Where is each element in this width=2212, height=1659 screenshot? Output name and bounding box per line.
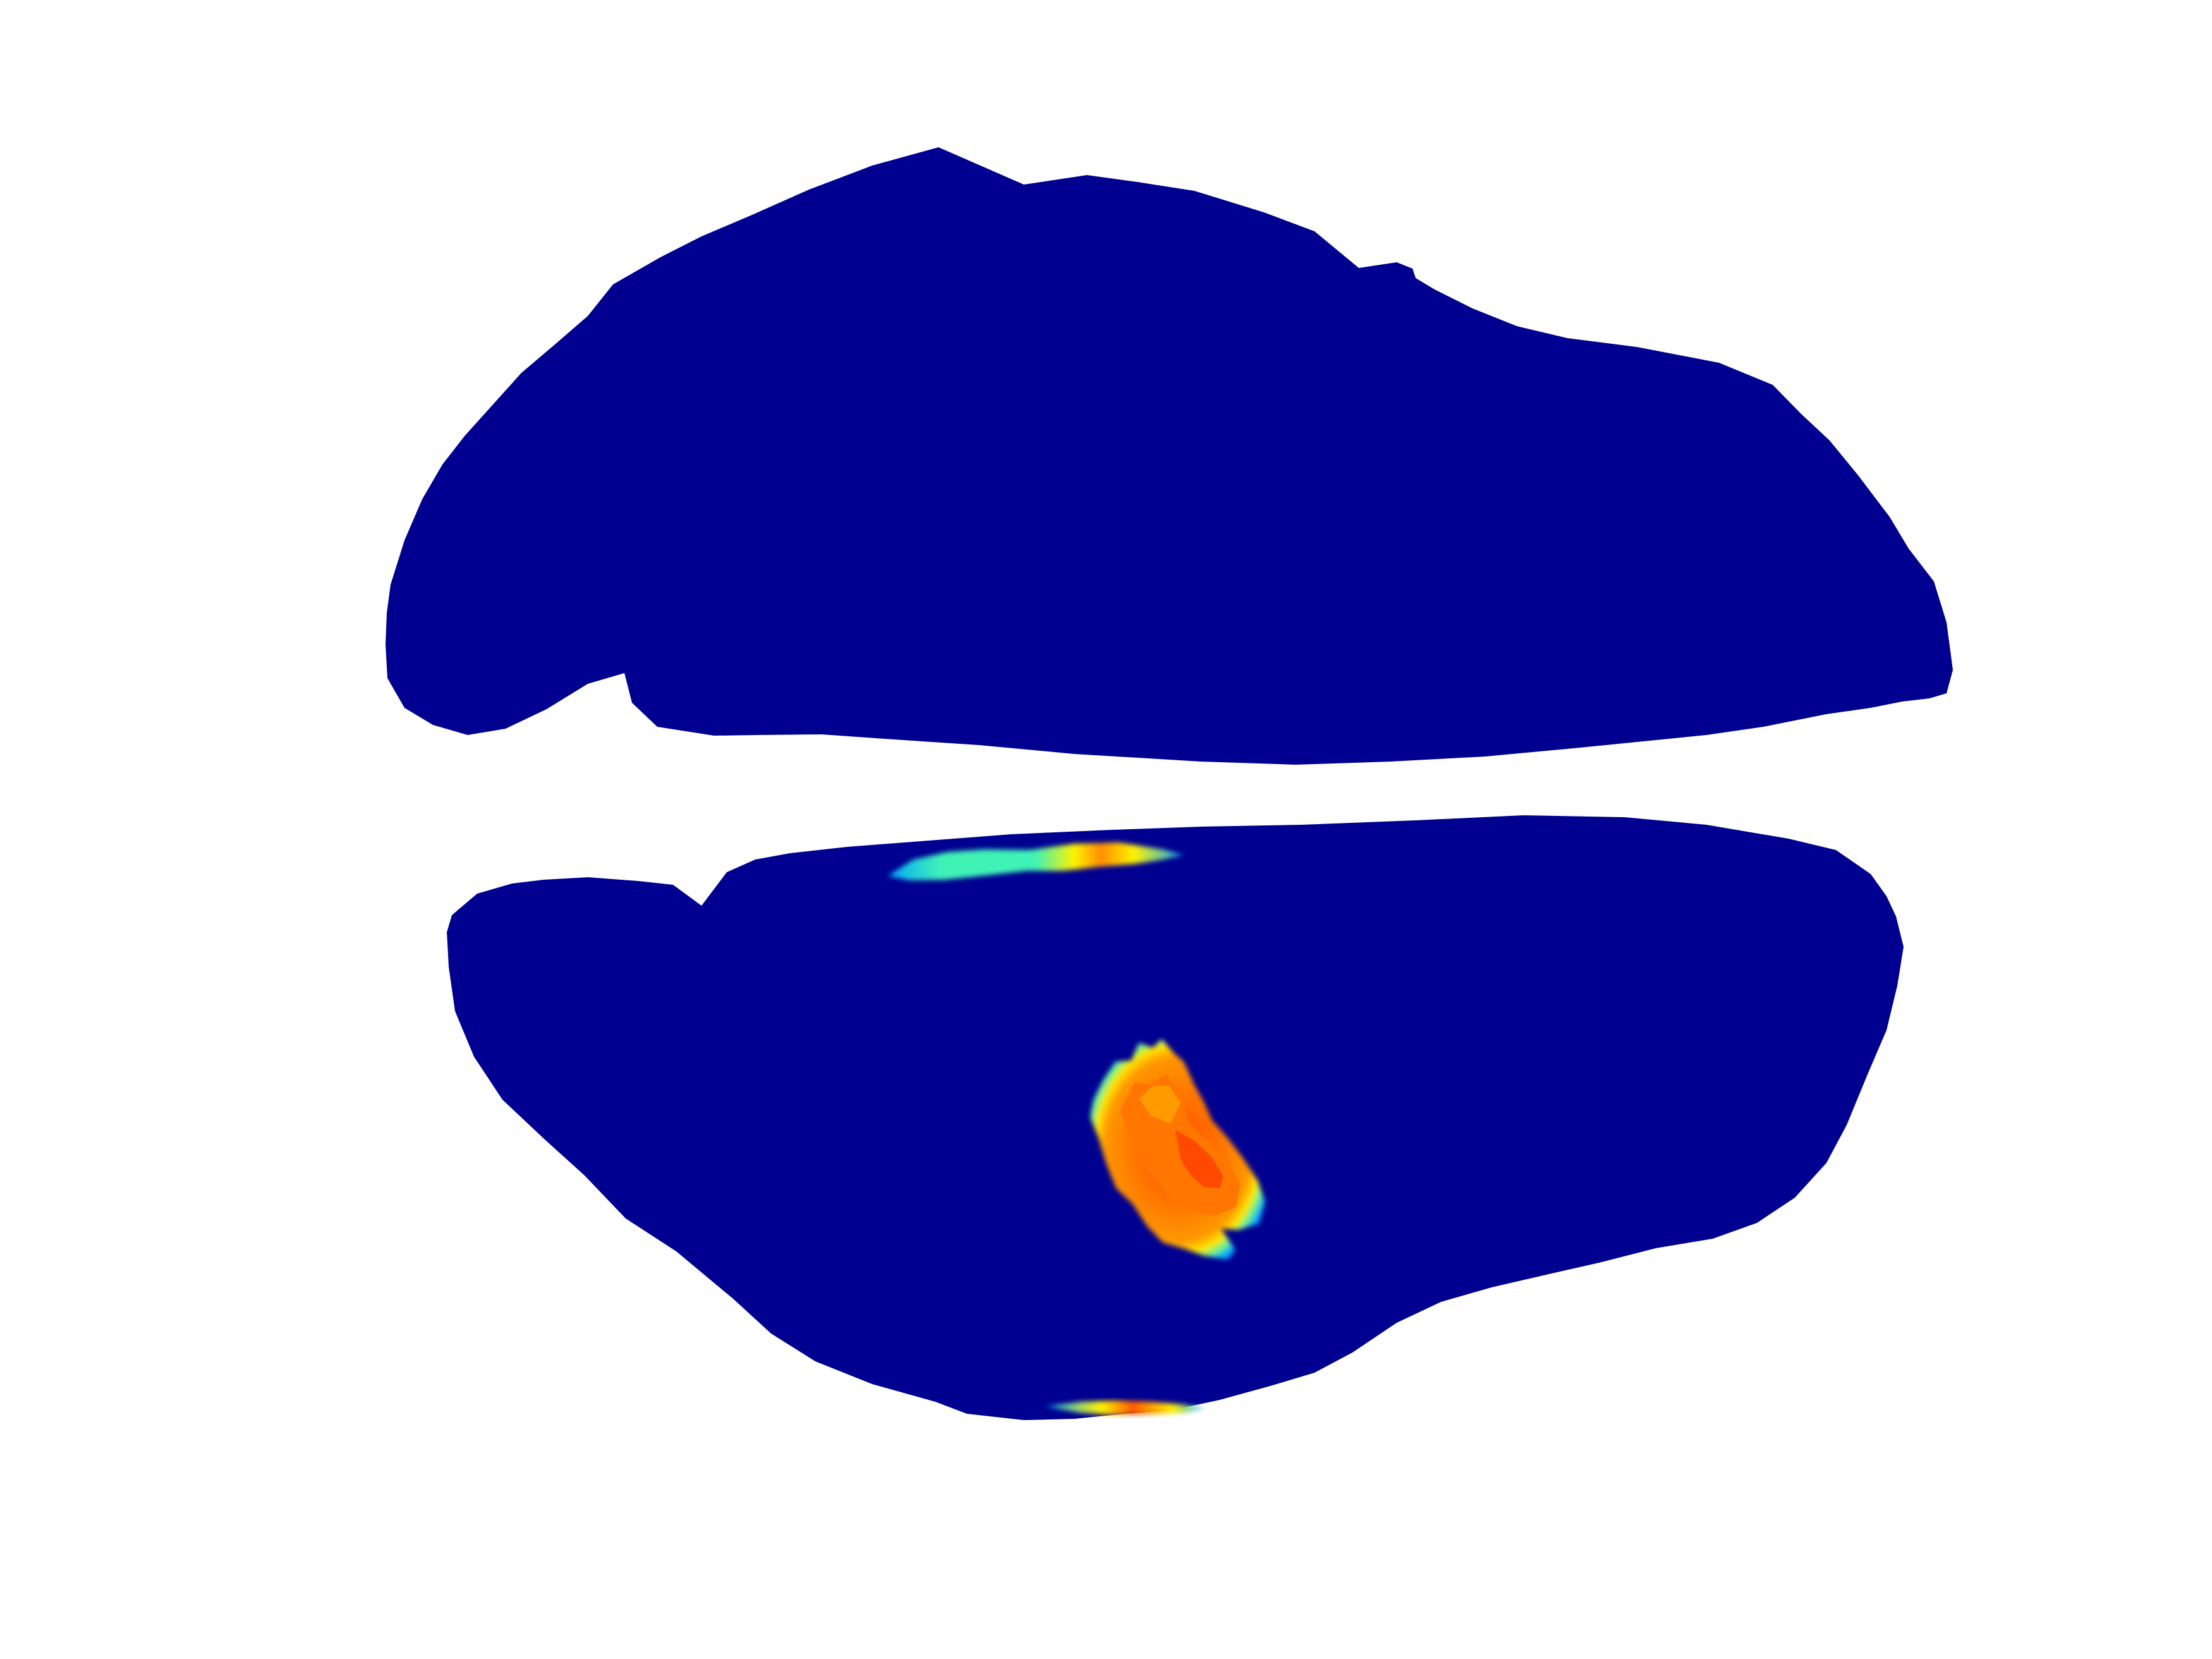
central-hotspot-orange-patch (1139, 1086, 1181, 1124)
bottom-edge-hotspot (1046, 1401, 1204, 1415)
central-hotspot-hot-patch (1176, 1130, 1224, 1188)
lateral-brain-surface (386, 147, 1953, 765)
upper-margin-hotspot (888, 842, 1184, 880)
